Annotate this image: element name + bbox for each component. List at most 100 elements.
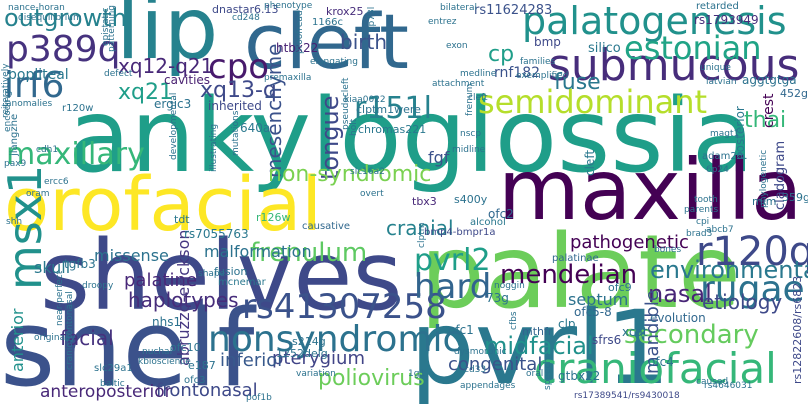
word: baltic: [100, 379, 125, 389]
word: 1166c: [312, 17, 343, 28]
word: facial: [60, 326, 114, 350]
word: epistatic: [101, 7, 111, 46]
word: rs17389541/rs9430018: [574, 391, 680, 401]
word: craniofrontonasal: [65, 291, 75, 370]
word: inherited: [208, 99, 262, 113]
word: mesenchyme: [262, 43, 286, 178]
word: aggtgtga: [742, 73, 797, 87]
word: clp: [558, 317, 576, 331]
word: sfrs6: [592, 333, 622, 347]
word: dysmorphic: [454, 347, 507, 357]
word: proofread: [295, 10, 305, 54]
word: xq13-q: [200, 78, 277, 103]
word: kbioscience: [138, 357, 191, 367]
word: medline: [460, 69, 497, 79]
word: cavities: [164, 73, 211, 87]
word: skull: [34, 258, 71, 277]
word: rs11624283: [474, 3, 553, 18]
word: parents: [684, 205, 719, 215]
word: environmental: [650, 256, 808, 284]
word: reiteratively: [1, 63, 11, 118]
word: frontonasal: [156, 380, 258, 401]
word: secondary: [624, 320, 759, 350]
word: 1252delg: [276, 347, 328, 360]
word: appendages: [460, 381, 516, 391]
word: cleft: [244, 0, 409, 86]
word: ofc2: [488, 207, 514, 221]
word: bilateral: [440, 3, 478, 13]
word: pterygium: [272, 348, 365, 369]
word: anteroposterior: [40, 382, 172, 402]
word: midfacial: [484, 332, 594, 360]
word: palatinae: [552, 253, 599, 264]
word: originally: [34, 333, 76, 343]
word: adam29: [702, 151, 744, 162]
word: xq21: [118, 80, 173, 105]
word: cfbs: [509, 311, 519, 330]
word: submucous: [548, 40, 800, 91]
word: droopy: [82, 281, 114, 291]
word: septum: [568, 290, 629, 309]
word: maxilla: [498, 141, 803, 239]
word: families: [520, 57, 556, 67]
word: 1g1: [408, 369, 426, 379]
word: nance-horan: [8, 3, 65, 13]
word: maxillary: [6, 137, 145, 172]
word: overt: [360, 189, 384, 199]
word: irf6: [4, 65, 65, 106]
word: slc16a2: [350, 167, 385, 177]
word: silico: [588, 41, 621, 56]
word: pof1b: [246, 393, 272, 403]
word: tp73l: [367, 6, 377, 30]
word: speech: [543, 357, 553, 390]
word: thai: [744, 108, 787, 133]
word: dnastar6.13: [212, 3, 279, 16]
word: attachment: [432, 79, 485, 89]
word: ofc10: [170, 341, 201, 354]
word: bmp4-bmpr1a: [424, 227, 496, 238]
word: pvrl1: [410, 289, 671, 404]
word: shelf: [0, 287, 255, 404]
word: xcat: [622, 325, 648, 339]
word: rs12822608/rs6823: [791, 275, 804, 384]
word: cp: [488, 42, 515, 67]
word: clptm: [417, 222, 427, 248]
word: shelves: [40, 220, 403, 332]
word: exemplified: [516, 71, 569, 81]
word: malformation: [204, 242, 312, 261]
word: cleft: [583, 149, 597, 176]
word: gtbx22: [558, 369, 601, 383]
word: crest: [761, 93, 777, 128]
word: clptm1were: [356, 103, 421, 116]
word: latvian: [706, 77, 737, 87]
word: palatogenesis: [522, 0, 787, 43]
word: chromas221: [358, 123, 427, 136]
word: 452g: [780, 87, 808, 100]
word: 640a: [240, 121, 271, 135]
word: estonian: [624, 29, 762, 67]
word: r126w: [256, 211, 291, 224]
word: shape: [198, 269, 226, 279]
word: nscp: [460, 129, 482, 139]
word: frenum: [465, 83, 475, 116]
word: cranial: [386, 216, 454, 240]
word: pax9: [4, 159, 27, 169]
word: cd248: [232, 13, 260, 23]
word: exon: [446, 41, 468, 51]
word: e187: [188, 359, 216, 372]
word: ankyloglossia: [68, 77, 755, 196]
word: r151l: [354, 91, 432, 126]
word: 73g: [486, 291, 509, 305]
word: rs7055763: [184, 227, 249, 241]
word: ofc1: [448, 323, 474, 337]
word: slc29a1: [94, 363, 133, 374]
word: entrez: [428, 17, 457, 27]
word: cd33: [464, 365, 487, 375]
word: 6p24: [706, 165, 729, 175]
word: near-perfect: [55, 270, 65, 326]
word: fgf: [428, 148, 450, 167]
word: nonsyndromic: [208, 319, 463, 360]
word: craniofacial: [534, 344, 777, 393]
word: lip: [116, 0, 219, 79]
word: elongating: [310, 57, 358, 67]
